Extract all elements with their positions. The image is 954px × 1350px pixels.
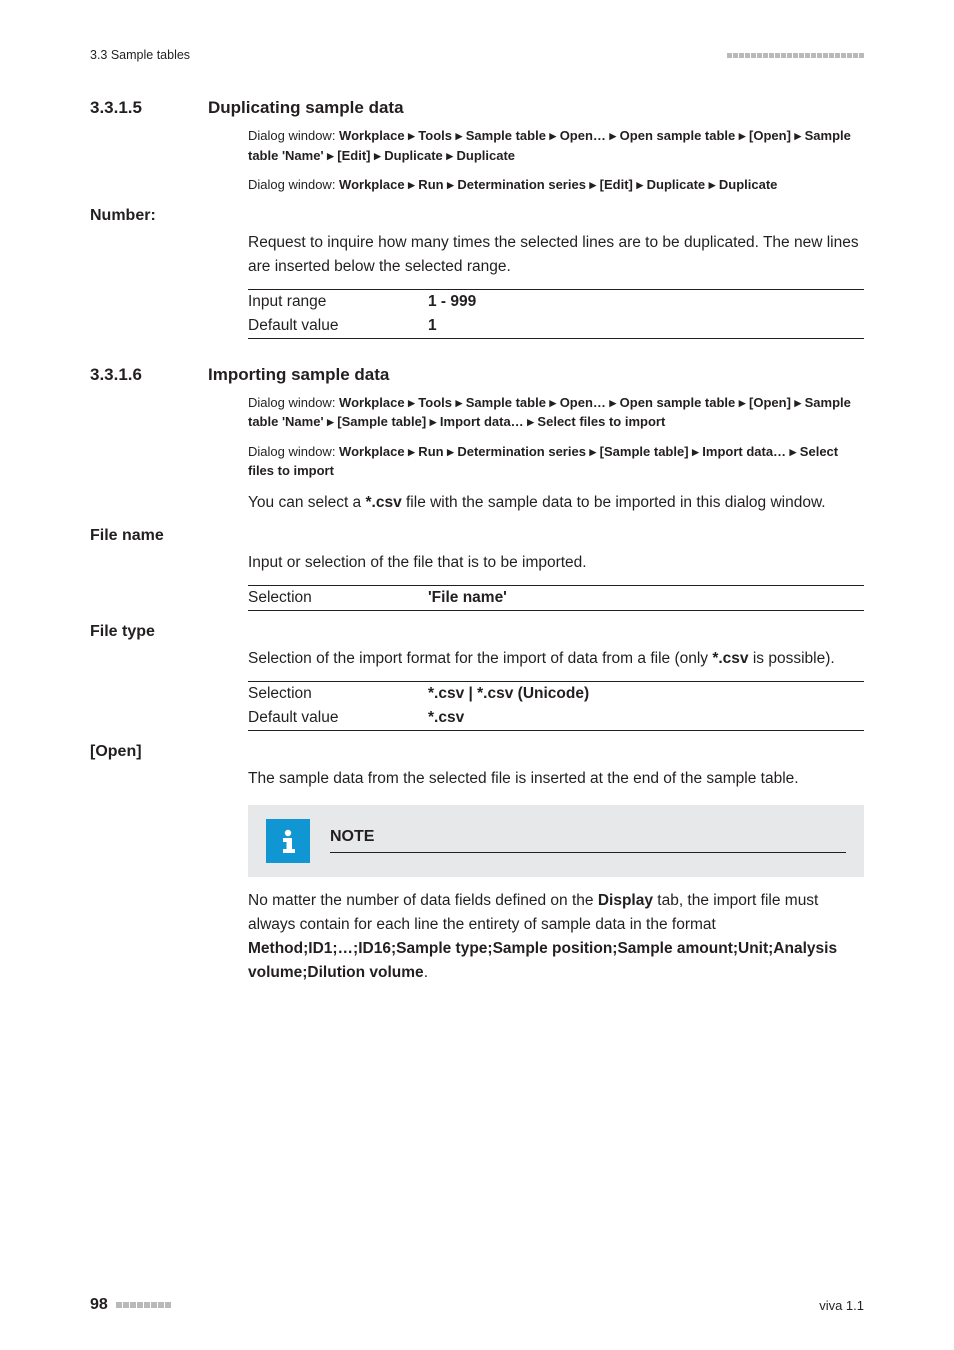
section-duplicating: 3.3.1.5 Duplicating sample data Dialog w…: [90, 98, 864, 339]
spec-key: Default value: [248, 706, 428, 731]
spec-key: Selection: [248, 585, 428, 610]
section-number: 3.3.1.6: [90, 365, 176, 385]
text-bold: Display: [598, 892, 653, 909]
page-number: 98: [90, 1296, 108, 1314]
dialog-path: Dialog window: Workplace ▸ Run ▸ Determi…: [248, 442, 864, 481]
footer-tick-icon: [116, 1302, 171, 1308]
spec-value: 1 - 999: [428, 289, 864, 314]
spec-value: *.csv | *.csv (Unicode): [428, 681, 864, 706]
page: 3.3 Sample tables 3.3.1.5 Duplicating sa…: [0, 0, 954, 1350]
field-body: Input or selection of the file that is t…: [248, 551, 864, 575]
field-heading-open: [Open]: [90, 743, 864, 761]
dialog-label: Dialog window:: [248, 395, 339, 410]
text: file with the sample data to be imported…: [402, 494, 826, 511]
intro-body: You can select a *.csv file with the sam…: [248, 491, 864, 515]
table-row: Input range1 - 999: [248, 289, 864, 314]
field-body: The sample data from the selected file i…: [248, 767, 864, 791]
field-heading-file-type: File type: [90, 623, 864, 641]
text: is possible).: [749, 650, 835, 667]
running-head-left: 3.3 Sample tables: [90, 48, 190, 62]
table-row: Default value*.csv: [248, 706, 864, 731]
table-row: Default value1: [248, 314, 864, 339]
note-title: NOTE: [330, 828, 846, 853]
text: No matter the number of data fields defi…: [248, 892, 598, 909]
dialog-path: Dialog window: Workplace ▸ Run ▸ Determi…: [248, 175, 864, 195]
field-heading-number: Number:: [90, 207, 864, 225]
section-heading: 3.3.1.6 Importing sample data: [90, 365, 864, 385]
info-icon: [266, 819, 310, 863]
spec-table: Input range1 - 999 Default value1: [248, 289, 864, 339]
text-bold: *.csv: [712, 650, 748, 667]
spec-value: *.csv: [428, 706, 864, 731]
dialog-label: Dialog window:: [248, 444, 339, 459]
field-body: Selection of the import format for the i…: [248, 647, 864, 671]
text: You can select a: [248, 494, 365, 511]
section-title: Duplicating sample data: [208, 98, 404, 118]
dialog-path-text: Workplace ▸ Run ▸ Determination series ▸…: [339, 177, 777, 192]
section-heading: 3.3.1.5 Duplicating sample data: [90, 98, 864, 118]
text-bold: Method;ID1;…;ID16;Sample type;Sample pos…: [248, 940, 837, 981]
running-head: 3.3 Sample tables: [90, 48, 864, 62]
note-body: No matter the number of data fields defi…: [248, 889, 864, 985]
footer-left: 98: [90, 1296, 171, 1314]
dialog-path-text: Workplace ▸ Tools ▸ Sample table ▸ Open……: [248, 128, 851, 163]
section-title: Importing sample data: [208, 365, 389, 385]
dialog-path: Dialog window: Workplace ▸ Tools ▸ Sampl…: [248, 126, 864, 165]
dialog-label: Dialog window:: [248, 177, 339, 192]
spec-key: Input range: [248, 289, 428, 314]
text: .: [424, 964, 428, 981]
text-bold: *.csv: [365, 494, 401, 511]
spec-value: 1: [428, 314, 864, 339]
header-tick-icon: [727, 53, 864, 58]
field-body: Request to inquire how many times the se…: [248, 231, 864, 279]
dialog-path: Dialog window: Workplace ▸ Tools ▸ Sampl…: [248, 393, 864, 432]
page-footer: 98 viva 1.1: [90, 1296, 864, 1314]
text: Selection of the import format for the i…: [248, 650, 712, 667]
spec-table: Selection*.csv | *.csv (Unicode) Default…: [248, 681, 864, 731]
note-box: NOTE: [248, 805, 864, 877]
spec-key: Selection: [248, 681, 428, 706]
section-number: 3.3.1.5: [90, 98, 176, 118]
table-row: Selection*.csv | *.csv (Unicode): [248, 681, 864, 706]
table-row: Selection'File name': [248, 585, 864, 610]
spec-table: Selection'File name': [248, 585, 864, 611]
footer-right: viva 1.1: [819, 1298, 864, 1313]
dialog-path-text: Workplace ▸ Tools ▸ Sample table ▸ Open……: [248, 395, 851, 430]
field-heading-file-name: File name: [90, 527, 864, 545]
dialog-label: Dialog window:: [248, 128, 339, 143]
spec-value: 'File name': [428, 585, 864, 610]
section-importing: 3.3.1.6 Importing sample data Dialog win…: [90, 365, 864, 985]
spec-key: Default value: [248, 314, 428, 339]
